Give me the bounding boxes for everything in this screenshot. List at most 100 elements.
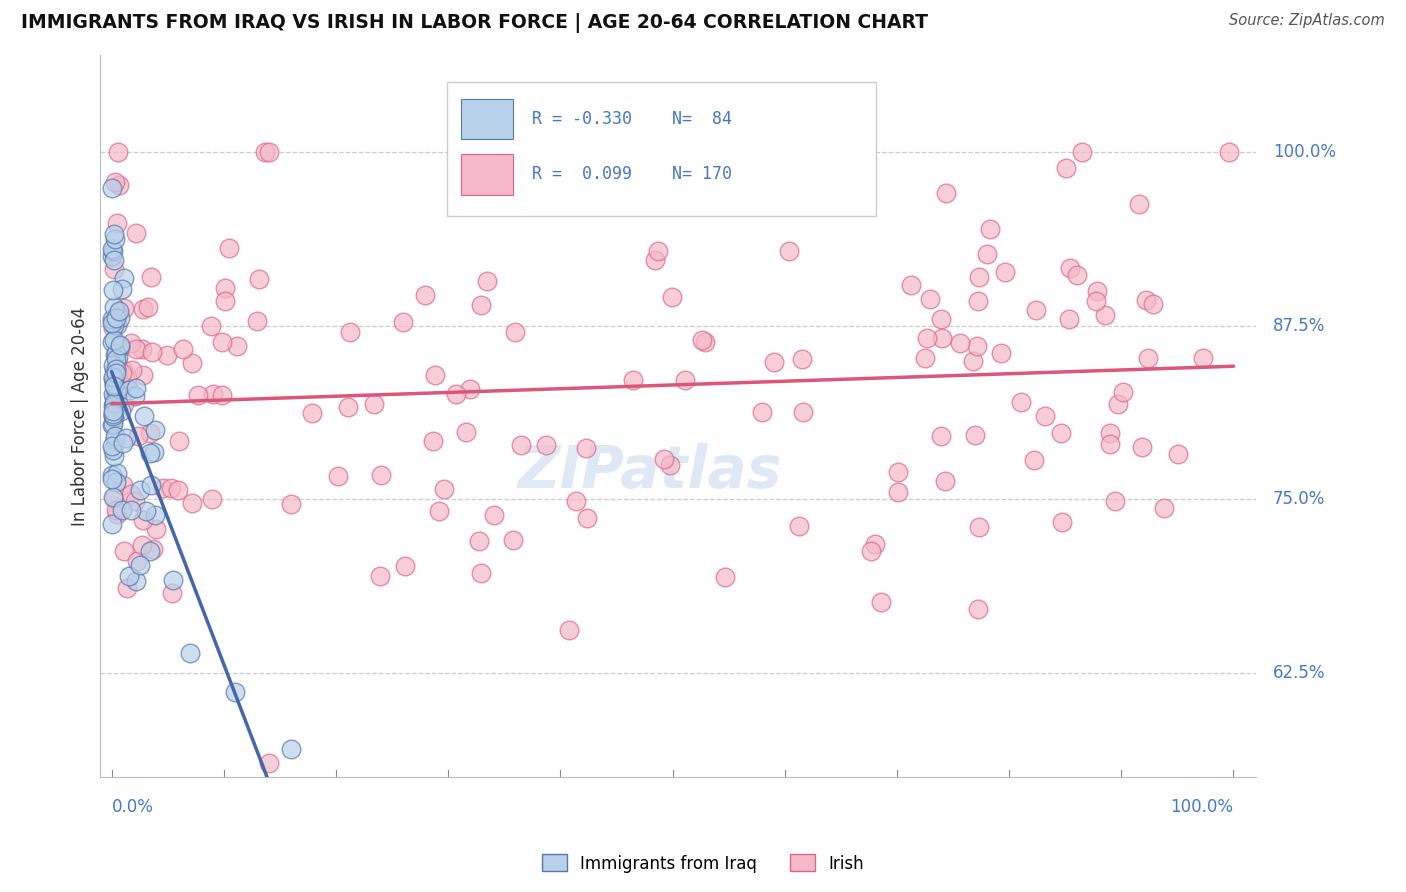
Point: [929, 312, 952, 326]
Point: [162, 574, 184, 588]
Point: [1153, 500, 1175, 515]
Point: [139, 269, 162, 284]
Point: [141, 345, 163, 359]
Point: [103, 253, 125, 268]
Point: [160, 481, 183, 495]
Point: [644, 253, 666, 268]
Point: [167, 434, 190, 449]
Point: [1130, 440, 1153, 454]
Text: 100.0%: 100.0%: [1272, 144, 1336, 161]
Point: [1056, 161, 1078, 175]
Point: [1142, 297, 1164, 311]
Point: [104, 175, 127, 189]
Point: [763, 354, 786, 368]
Point: [105, 362, 128, 376]
Text: Source: ZipAtlas.com: Source: ZipAtlas.com: [1229, 13, 1385, 29]
Point: [142, 542, 165, 557]
Point: [969, 269, 991, 284]
Point: [101, 408, 124, 422]
Point: [104, 429, 127, 443]
Point: [103, 261, 125, 276]
Text: 87.5%: 87.5%: [1272, 317, 1324, 334]
Point: [1066, 268, 1088, 283]
Point: [1137, 351, 1160, 365]
Point: [966, 338, 988, 352]
Point: [101, 491, 124, 505]
Point: [463, 145, 485, 160]
Point: [257, 145, 280, 160]
Point: [669, 188, 692, 202]
Point: [103, 407, 125, 421]
Point: [224, 685, 246, 699]
Point: [1033, 409, 1056, 424]
Point: [121, 363, 143, 377]
Point: [103, 369, 125, 384]
Point: [1128, 196, 1150, 211]
Point: [103, 411, 125, 425]
Point: [105, 358, 128, 372]
Point: [103, 449, 125, 463]
Point: [101, 244, 124, 259]
Point: [103, 376, 125, 391]
Point: [994, 265, 1017, 279]
Point: [115, 430, 138, 444]
Point: [152, 481, 174, 495]
Point: [422, 434, 444, 448]
Point: [160, 586, 183, 600]
Point: [108, 178, 131, 193]
Point: [1099, 437, 1122, 451]
Point: [103, 491, 125, 505]
Point: [1218, 145, 1240, 160]
Point: [1085, 284, 1108, 298]
Point: [101, 372, 124, 386]
Point: [132, 368, 155, 382]
Point: [433, 482, 456, 496]
Point: [652, 452, 675, 467]
Point: [111, 502, 134, 516]
Point: [179, 646, 201, 660]
Point: [363, 397, 385, 411]
Legend: Immigrants from Iraq, Irish: Immigrants from Iraq, Irish: [536, 847, 870, 880]
Point: [112, 271, 135, 285]
Point: [1050, 515, 1073, 529]
Point: [105, 345, 128, 359]
Point: [1071, 145, 1094, 160]
Point: [1050, 426, 1073, 441]
Point: [103, 318, 125, 332]
Point: [110, 403, 132, 417]
Point: [253, 145, 276, 160]
Point: [112, 301, 135, 316]
Point: [920, 292, 942, 306]
Y-axis label: In Labor Force | Age 20-64: In Labor Force | Age 20-64: [72, 306, 89, 525]
Point: [120, 336, 142, 351]
Point: [101, 358, 124, 372]
Point: [427, 504, 450, 518]
Point: [1112, 385, 1135, 400]
Point: [118, 383, 141, 397]
Point: [976, 247, 998, 261]
Point: [101, 417, 124, 432]
Point: [105, 215, 128, 229]
Point: [1025, 302, 1047, 317]
Point: [107, 305, 129, 319]
Point: [863, 537, 886, 551]
Point: [659, 458, 682, 472]
FancyBboxPatch shape: [461, 154, 513, 194]
FancyBboxPatch shape: [447, 81, 876, 216]
Point: [778, 244, 800, 258]
Point: [107, 368, 129, 382]
Point: [1098, 425, 1121, 440]
Point: [107, 350, 129, 364]
Point: [456, 425, 478, 439]
Point: [124, 494, 146, 508]
Point: [301, 406, 323, 420]
Point: [118, 569, 141, 583]
Point: [468, 534, 491, 549]
Point: [101, 442, 124, 457]
Point: [115, 370, 138, 384]
Point: [104, 475, 127, 490]
Point: [101, 471, 124, 485]
Point: [257, 756, 280, 770]
Point: [129, 483, 152, 497]
Point: [104, 232, 127, 246]
